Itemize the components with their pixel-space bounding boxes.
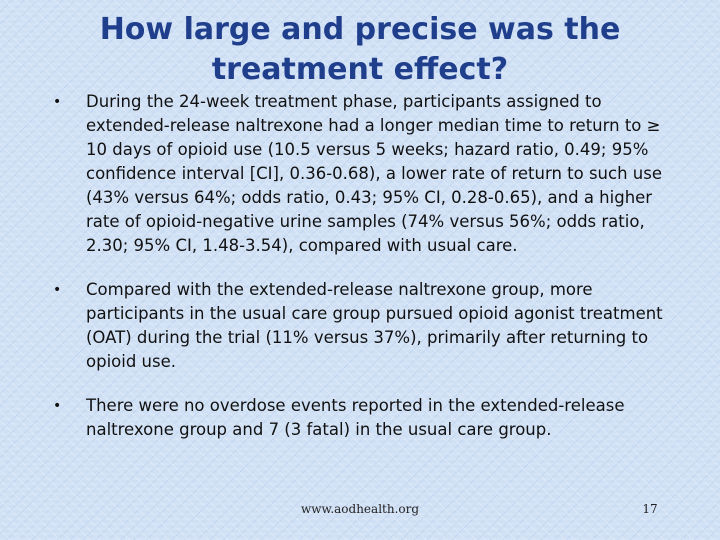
slide-title: How large and precise was the treatment …	[99, 12, 621, 87]
footer-url: www.aodhealth.org	[300, 502, 420, 516]
page-number: 17	[642, 502, 658, 516]
bullet-marker: •	[53, 398, 62, 414]
bullet-item: • Compared with the extended-release nal…	[0, 278, 720, 374]
bullet-list: • During the 24-week treatment phase, pa…	[0, 90, 720, 442]
bullet-text: There were no overdose events reported i…	[86, 396, 625, 439]
bullet-item: • There were no overdose events reported…	[0, 394, 720, 442]
bullet-item: • During the 24-week treatment phase, pa…	[0, 90, 720, 258]
bullet-text: Compared with the extended-release naltr…	[86, 280, 663, 371]
bullet-marker: •	[53, 94, 62, 110]
bullet-marker: •	[53, 282, 62, 298]
bullet-text: During the 24-week treatment phase, part…	[86, 92, 662, 255]
